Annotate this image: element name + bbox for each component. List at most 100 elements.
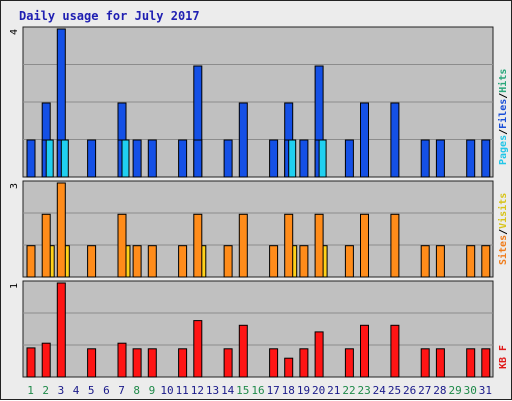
bar-kb-f — [87, 348, 97, 378]
bar-kb-f — [284, 357, 294, 378]
bar-sites — [344, 245, 354, 278]
x-tick-label: 6 — [103, 384, 110, 397]
bar-pages — [60, 139, 69, 178]
x-tick-label: 21 — [327, 384, 340, 397]
bar-kb-f — [314, 331, 324, 378]
plot-area-bottom — [22, 280, 494, 378]
bar-hits — [466, 139, 476, 178]
bar-kb-f — [41, 342, 51, 378]
bar-hits — [223, 139, 233, 178]
bar-kb-f — [269, 348, 279, 378]
bar-pages — [45, 139, 54, 178]
x-tick-label: 25 — [388, 384, 401, 397]
legend-bottom: KB F — [498, 345, 509, 369]
legend-item: KB F — [498, 345, 509, 369]
legend-item: Files — [497, 99, 509, 129]
legend-item: Hits — [497, 69, 509, 93]
bar-sites — [481, 245, 491, 278]
bar-pages — [288, 139, 297, 178]
x-tick-label: 27 — [418, 384, 431, 397]
bar-files — [26, 139, 36, 178]
x-tick-label: 20 — [312, 384, 325, 397]
x-tick-label: 23 — [357, 384, 370, 397]
bar-sites — [238, 213, 248, 278]
legend-item: / — [498, 229, 509, 235]
legend-item: / — [498, 129, 509, 135]
x-tick-label: 8 — [133, 384, 140, 397]
chart-title: Daily usage for July 2017 — [19, 9, 200, 23]
bar-sites — [178, 245, 188, 278]
bar-kb-f — [178, 348, 188, 378]
x-tick-label: 14 — [221, 384, 235, 397]
x-tick-label: 11 — [176, 384, 189, 397]
x-tick-label: 3 — [58, 384, 65, 397]
legend-item: Pages — [498, 135, 509, 165]
x-tick-label: 28 — [433, 384, 446, 397]
x-tick-label: 24 — [373, 384, 387, 397]
bar-sites — [299, 245, 309, 278]
bar-hits — [481, 139, 491, 178]
bar-hits — [238, 102, 248, 178]
bar-kb-f — [390, 324, 400, 378]
x-tick-label: 2 — [42, 384, 49, 397]
bar-kb-f — [223, 348, 233, 378]
bar-sites — [87, 245, 97, 278]
x-tick-label: 9 — [149, 384, 156, 397]
y-max-label-bottom: 1 — [9, 283, 20, 289]
bar-kb-f — [193, 320, 203, 378]
x-tick-label: 4 — [73, 384, 80, 397]
x-tick-label: 16 — [251, 384, 264, 397]
bar-sites — [193, 213, 203, 278]
x-tick-label: 12 — [191, 384, 204, 397]
bar-sites — [435, 245, 445, 278]
bar-sites — [466, 245, 476, 278]
x-tick-label: 5 — [88, 384, 95, 397]
bar-sites — [147, 245, 157, 278]
bar-sites — [56, 182, 66, 278]
bar-sites — [223, 245, 233, 278]
x-tick-label: 13 — [206, 384, 219, 397]
legend-top: Pages/Files/Hits — [497, 69, 509, 165]
bar-sites — [132, 245, 142, 278]
x-tick-label: 19 — [297, 384, 310, 397]
bar-hits — [390, 102, 400, 178]
bar-hits — [420, 139, 430, 178]
bar-hits — [178, 139, 188, 178]
bar-kb-f — [466, 348, 476, 378]
x-tick-label: 29 — [448, 384, 461, 397]
x-tick-label: 22 — [342, 384, 355, 397]
bar-hits — [344, 139, 354, 178]
bar-sites — [269, 245, 279, 278]
legend-item: Visits — [497, 193, 509, 229]
x-tick-label: 18 — [282, 384, 295, 397]
bar-sites — [41, 213, 51, 278]
bar-kb-f — [344, 348, 354, 378]
bar-hits — [269, 139, 279, 178]
bar-hits — [360, 102, 369, 178]
bar-kb-f — [481, 348, 491, 378]
bar-kb-f — [147, 348, 157, 378]
bar-kb-f — [56, 282, 66, 378]
bar-sites — [117, 213, 127, 278]
legend-middle: Sites/Visits — [497, 193, 509, 265]
x-tick-label: 1 — [27, 384, 34, 397]
bar-kb-f — [420, 348, 430, 378]
legend-item: / — [498, 93, 509, 99]
legend-item: Sites — [497, 235, 509, 265]
x-tick-label: 7 — [118, 384, 125, 397]
bar-kb-f — [132, 348, 142, 378]
bar-sites — [390, 213, 400, 278]
bar-files — [193, 139, 203, 178]
bar-hits — [87, 139, 97, 178]
bar-kb-f — [299, 348, 309, 378]
bar-pages — [318, 139, 327, 178]
bar-kb-f — [117, 342, 127, 378]
bar-kb-f — [360, 324, 369, 378]
bar-sites — [360, 213, 369, 278]
x-tick-label: 10 — [160, 384, 173, 397]
bar-kb-f — [238, 324, 248, 378]
y-max-label-top: 4 — [9, 29, 20, 35]
x-tick-label: 17 — [267, 384, 280, 397]
bar-hits — [299, 139, 309, 178]
